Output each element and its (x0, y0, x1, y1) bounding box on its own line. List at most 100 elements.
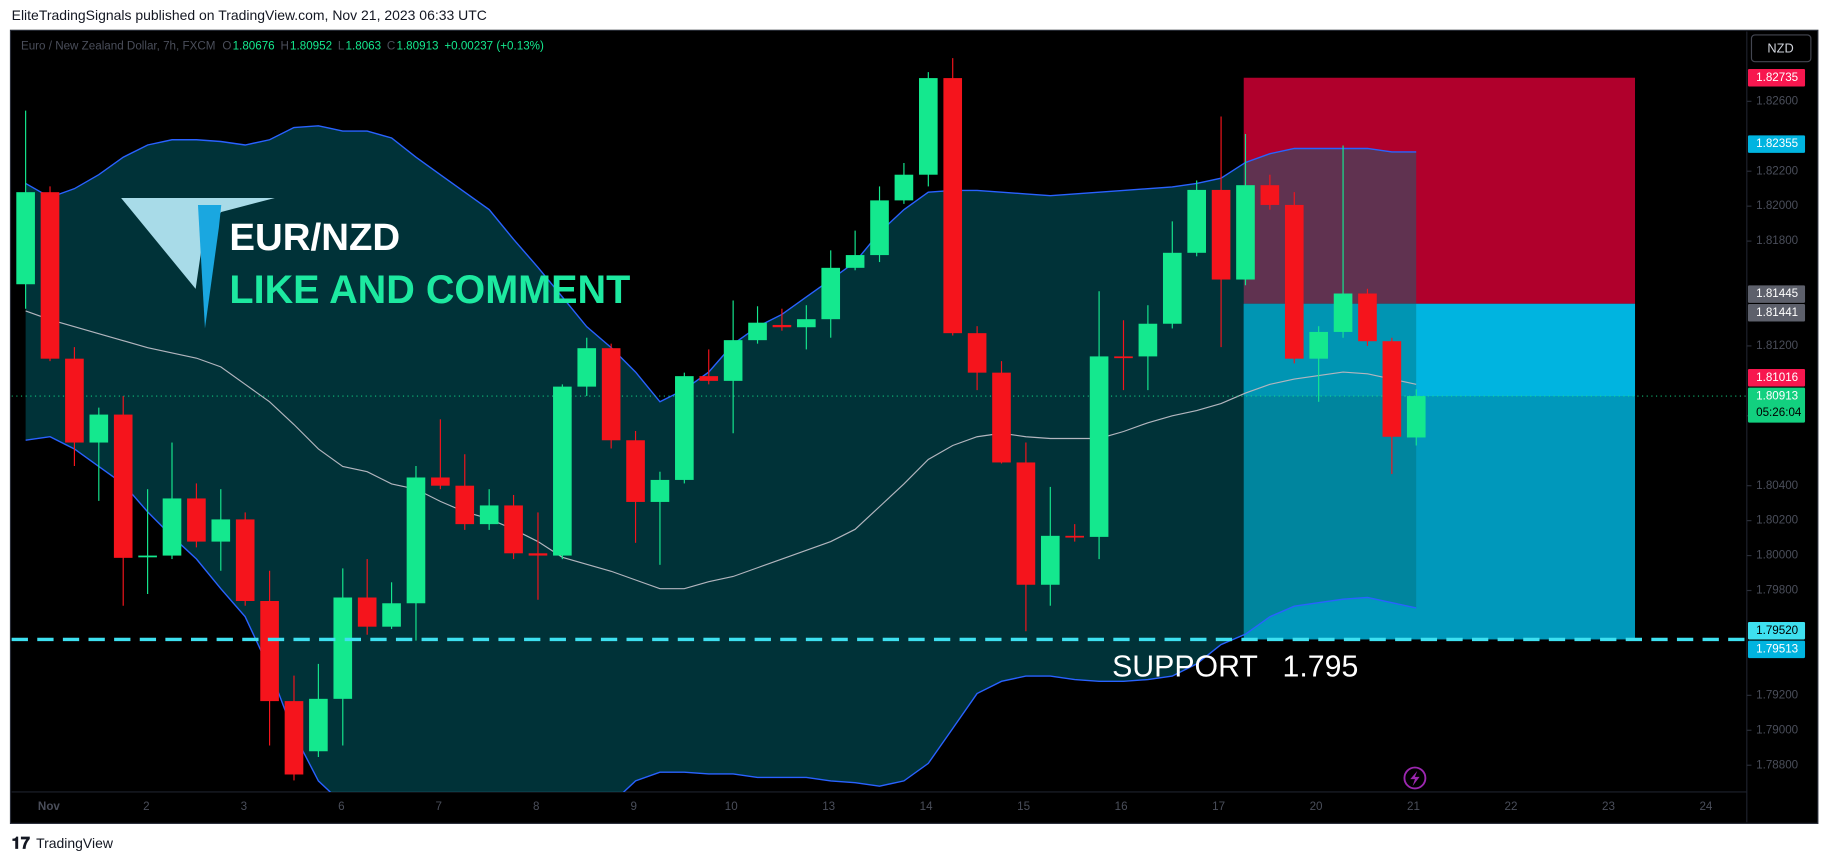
alert-icon[interactable] (1403, 766, 1427, 790)
x-tick-label: 13 (822, 800, 835, 813)
candle-body (89, 414, 109, 443)
y-tick-label: 1.79200 (1756, 688, 1799, 701)
overlay: EUR/NZD LIKE AND COMMENT NZD 𝟏𝟕 TradingV… (11, 34, 1812, 853)
price-label-box (1747, 640, 1806, 659)
candle-body (699, 376, 719, 381)
ohlc-value: 1.80952 (290, 40, 332, 53)
candle-body (1309, 331, 1328, 359)
candle-body (1065, 535, 1085, 538)
candle-body (748, 322, 767, 341)
currency-button[interactable] (1750, 34, 1812, 63)
candle-body (1333, 293, 1353, 332)
candle-body (333, 597, 353, 699)
candle-body (797, 319, 816, 328)
footer-brand: TradingView (36, 835, 114, 851)
candle-body (577, 348, 597, 387)
candle-body (455, 485, 475, 525)
y-tick-label: 1.80000 (1756, 549, 1799, 562)
candle-body (1162, 252, 1182, 324)
candle-body (675, 376, 694, 480)
x-tick-label: 7 (436, 800, 442, 813)
candle-body (821, 267, 841, 320)
y-tick-label: 1.82000 (1756, 199, 1799, 212)
candle-body (479, 505, 499, 525)
stop-zone (1243, 77, 1636, 304)
ohlc-letter: L (338, 40, 345, 53)
candle-body (309, 698, 328, 752)
currency-label: NZD (1767, 40, 1793, 55)
candle-body (650, 479, 670, 502)
y-tick-label: 1.82600 (1756, 94, 1799, 107)
logo-subtitle: LIKE AND COMMENT (229, 268, 630, 312)
price-label-box (1747, 285, 1806, 303)
candle-body (1382, 341, 1402, 437)
ohlc-value: 1.80676 (233, 40, 275, 53)
band-lower (25, 436, 1417, 792)
candle-body (284, 701, 304, 775)
candle-body (187, 498, 206, 542)
candle-body (894, 174, 914, 201)
x-tick-label: 16 (1115, 800, 1128, 813)
candle-body (870, 200, 889, 256)
y-tick-label: 1.81800 (1756, 234, 1799, 247)
candle-body (992, 372, 1011, 463)
band-upper (25, 125, 1417, 403)
candle-body (1187, 189, 1206, 253)
candle-body (260, 600, 279, 702)
logo-mark (197, 204, 222, 329)
y-tick-label: 1.80400 (1756, 479, 1799, 492)
price-label-box (1747, 304, 1806, 322)
price-label-box (1747, 369, 1806, 387)
candle-body (1211, 189, 1231, 280)
band-middle (25, 310, 1417, 590)
x-tick-label: 24 (1699, 800, 1712, 813)
candle-body (211, 519, 231, 542)
candle-body (967, 333, 987, 373)
candle-body (162, 498, 182, 556)
candle-body (113, 414, 133, 558)
candle-body (16, 192, 35, 285)
x-tick-label: 21 (1407, 800, 1420, 813)
x-tick-label: 20 (1310, 800, 1323, 813)
x-tick-label: 2 (143, 800, 149, 813)
candle-body (65, 358, 84, 443)
candle-body (723, 340, 743, 381)
x-tick-label: 3 (241, 800, 247, 813)
candle-body (528, 553, 548, 556)
support-label: SUPPORT 1.795 (1112, 651, 1358, 684)
x-tick-label: 17 (1212, 800, 1225, 813)
x-tick-label: 22 (1505, 800, 1518, 813)
candle-body (553, 386, 572, 556)
change-label: +0.00237 (+0.13%) (444, 40, 544, 53)
price-label: 1.81445 (1756, 287, 1798, 300)
price-label: 1.81016 (1756, 371, 1798, 384)
x-tick-label: 23 (1602, 800, 1615, 813)
candle-body (845, 255, 865, 268)
ohlc-letter: C (387, 40, 395, 53)
candle-body (626, 440, 645, 502)
candle-body (1040, 535, 1060, 585)
price-label-box (1747, 387, 1806, 423)
price-label: 1.80913 (1756, 389, 1798, 402)
ohlc-value: 1.8063 (346, 40, 382, 53)
candle-body (235, 519, 255, 601)
candle-body (1358, 293, 1377, 342)
price-label-box (1747, 621, 1806, 640)
price-label: 1.81441 (1756, 306, 1798, 319)
candle-body (1406, 396, 1426, 438)
logo-mark (121, 197, 275, 289)
y-tick-label: 1.82200 (1756, 164, 1799, 177)
candle-body (943, 78, 963, 334)
price-label: 1.79513 (1756, 642, 1798, 655)
x-tick-label: 9 (631, 800, 637, 813)
price-label: 1.79520 (1756, 624, 1799, 637)
candle-body (382, 603, 401, 627)
price-label: 1.82355 (1756, 137, 1798, 150)
candle-body (601, 348, 621, 441)
candle-body (357, 597, 377, 627)
candle-body (1016, 462, 1036, 585)
y-tick-label: 1.78800 (1756, 758, 1799, 771)
logo-title: EUR/NZD (229, 216, 400, 259)
x-tick-label: 14 (920, 800, 933, 813)
